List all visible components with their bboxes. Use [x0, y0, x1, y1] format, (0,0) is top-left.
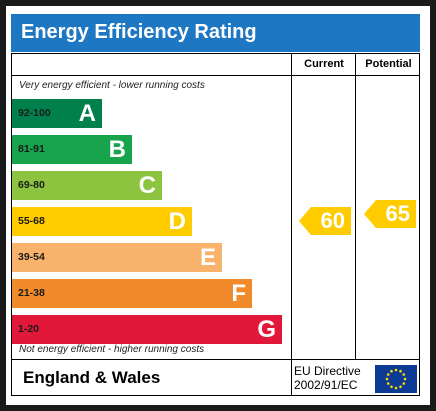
band-letter-b: B [108, 136, 126, 163]
header-divider [11, 75, 420, 77]
band-letter-e: E [199, 244, 216, 271]
eu-directive-line1: EU Directive [294, 364, 361, 378]
band-range-b: 81-91 [18, 143, 45, 155]
band-range-f: 21-38 [18, 287, 45, 299]
band-b: 81-91 B [12, 135, 132, 164]
eu-flag-icon [375, 365, 417, 393]
band-range-d: 55-68 [18, 215, 45, 227]
band-d: 55-68 D [12, 207, 192, 236]
footer-divider [11, 359, 420, 361]
title-bar: Energy Efficiency Rating [11, 14, 420, 52]
current-rating-value: 60 [320, 208, 345, 233]
flag-star [386, 373, 390, 376]
flag-star [402, 373, 406, 376]
band-letter-d: D [168, 208, 186, 235]
flag-star [394, 386, 398, 390]
bottom-caption: Not energy efficient - higher running co… [19, 344, 205, 355]
potential-rating-indicator: 65 [364, 200, 416, 228]
footer-separator [291, 359, 293, 396]
band-g: 1-20 G [12, 315, 282, 344]
country-label: England & Wales [23, 368, 161, 387]
potential-header: Potential [365, 58, 412, 70]
band-range-a: 92-100 [18, 107, 51, 119]
flag-star [399, 385, 402, 389]
band-f: 21-38 F [12, 279, 252, 308]
current-column [291, 53, 356, 359]
grid-outer-border [11, 53, 420, 396]
band-range-c: 69-80 [18, 179, 45, 191]
current-rating-indicator: 60 [299, 207, 351, 235]
bands-column [11, 53, 292, 359]
eu-directive-line2: 2002/91/EC [294, 378, 358, 392]
flag-star [399, 369, 402, 373]
flag-star [394, 368, 398, 372]
flag-star [402, 382, 406, 385]
current-arrow-shape [299, 207, 351, 235]
flag-star [385, 377, 389, 381]
potential-rating-value: 65 [385, 201, 410, 226]
band-e: 39-54 E [12, 243, 222, 272]
chart-title: Energy Efficiency Rating [21, 21, 257, 43]
flag-star [390, 369, 393, 373]
flag-star [403, 377, 407, 381]
rating-grid: Current Potential Very energy efficient … [11, 53, 420, 396]
band-letter-f: F [231, 280, 246, 307]
energy-rating-chart: Energy Efficiency Rating Current Potenti… [6, 6, 430, 405]
band-range-e: 39-54 [18, 251, 45, 263]
band-c: 69-80 C [12, 171, 162, 200]
flag-star [386, 382, 390, 385]
band-range-g: 1-20 [18, 323, 40, 335]
current-header: Current [304, 58, 344, 70]
band-letter-a: A [78, 100, 96, 127]
flag-star [390, 385, 393, 389]
potential-arrow-shape [364, 200, 416, 228]
band-letter-g: G [257, 316, 276, 343]
top-caption: Very energy efficient - lower running co… [19, 80, 205, 91]
band-letter-c: C [138, 172, 156, 199]
band-a: 92-100 A [12, 99, 102, 128]
